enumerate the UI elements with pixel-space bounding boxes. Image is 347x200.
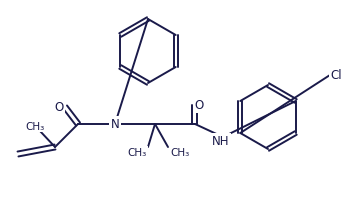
Text: O: O (194, 99, 204, 112)
Text: O: O (54, 101, 64, 114)
Text: CH₃: CH₃ (25, 121, 45, 131)
Text: CH₃: CH₃ (127, 147, 147, 157)
Text: NH: NH (212, 135, 230, 148)
Text: N: N (111, 118, 119, 131)
Text: CH₃: CH₃ (170, 147, 189, 157)
Text: Cl: Cl (330, 69, 342, 82)
